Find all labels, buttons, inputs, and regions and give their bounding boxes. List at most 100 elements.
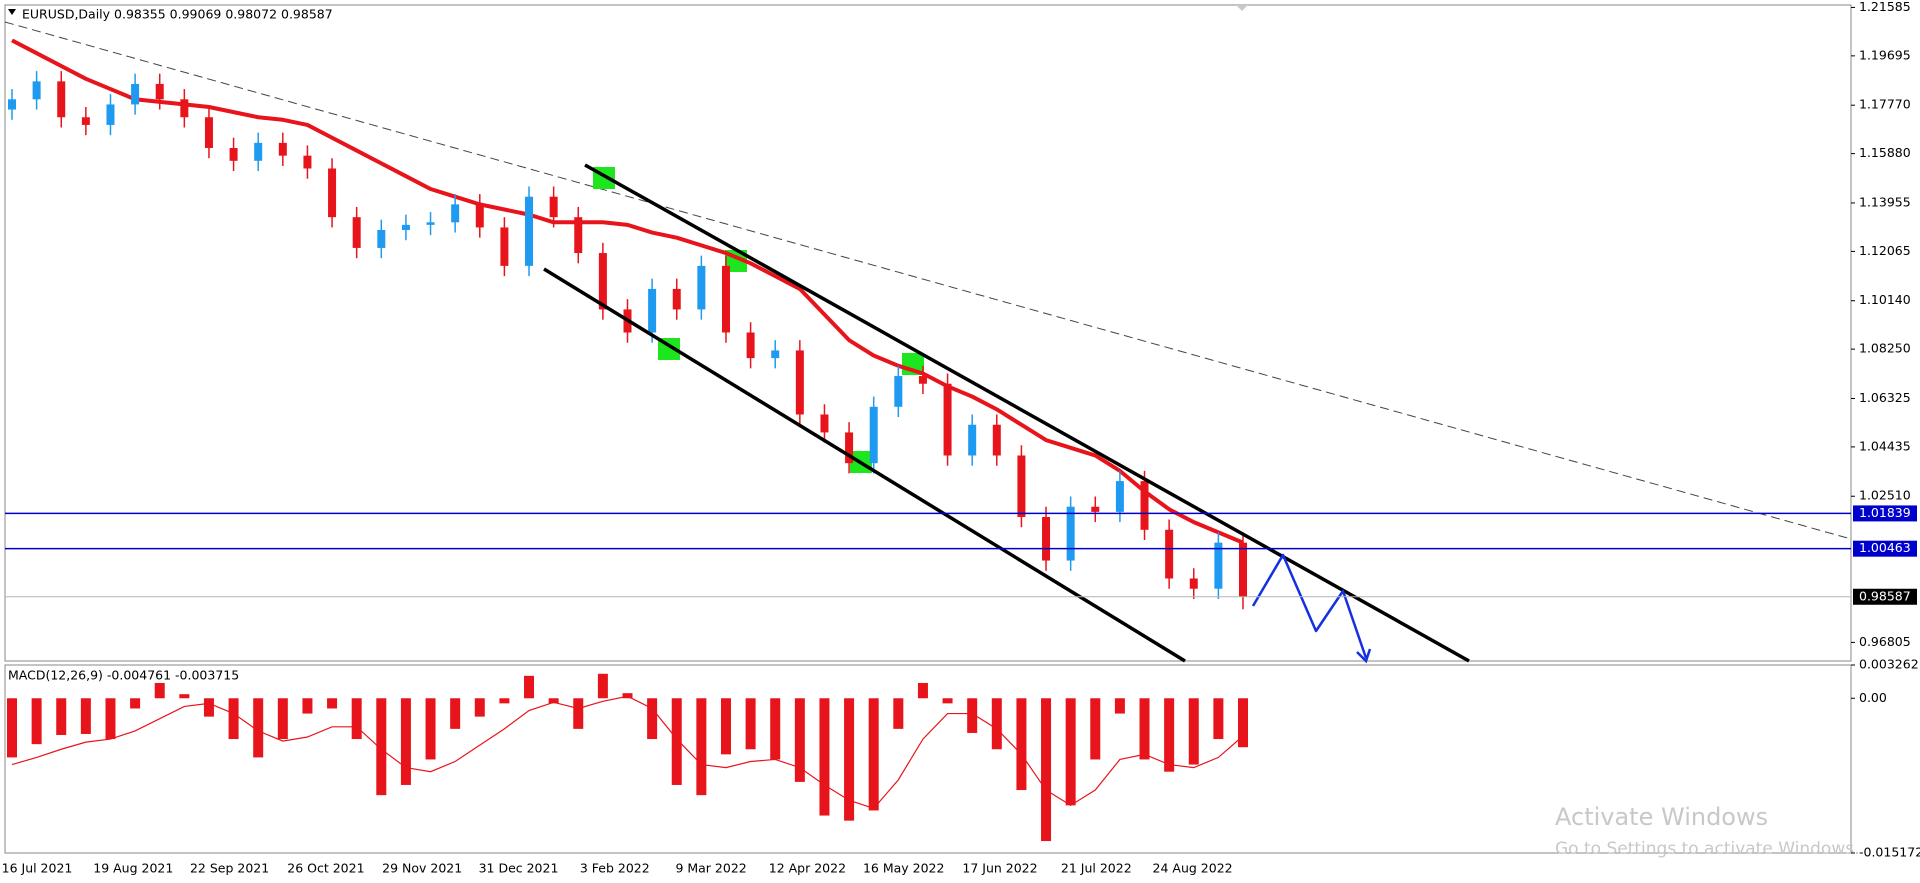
level-label: 1.00463: [1859, 540, 1911, 555]
candle-body: [968, 424, 977, 456]
candle-body: [1017, 455, 1026, 517]
macd-bar: [696, 698, 707, 796]
candle-body: [721, 265, 730, 333]
candle-body: [352, 217, 361, 248]
macd-bar: [794, 698, 805, 782]
y-tick-label: 0.00: [1859, 690, 1887, 705]
x-tick-label: 26 Oct 2021: [287, 861, 364, 876]
macd-bar: [425, 698, 436, 760]
candle-body: [426, 222, 435, 225]
candle-body: [1140, 481, 1149, 530]
y-tick-label: 1.08250: [1859, 341, 1911, 356]
macd-bar: [327, 698, 338, 709]
level-label-box: [1853, 505, 1917, 522]
x-tick-label: 22 Sep 2021: [190, 861, 269, 876]
y-tick-label: 1.13955: [1859, 194, 1911, 209]
macd-bar: [745, 698, 756, 750]
candle-body: [155, 83, 164, 100]
candle-body: [32, 81, 41, 100]
watermark-title: Activate Windows: [1555, 803, 1768, 831]
moving-average: [11, 38, 1244, 545]
macd-bar: [1114, 698, 1125, 714]
price-layer: [8, 38, 1247, 610]
macd-bar: [1139, 698, 1150, 760]
current-price-box: [1853, 588, 1917, 605]
macd-bar: [203, 698, 214, 717]
x-tick-label: 16 Jul 2021: [2, 861, 73, 876]
macd-bar: [1090, 698, 1101, 760]
macd-bar: [1164, 698, 1175, 772]
x-tick-label: 3 Feb 2022: [580, 861, 650, 876]
candle-body: [771, 350, 780, 359]
macd-bar: [597, 673, 608, 699]
x-tick-label: 16 May 2022: [863, 861, 945, 876]
x-tick-label: 29 Nov 2021: [382, 861, 462, 876]
candle-body: [1165, 529, 1174, 579]
macd-bar: [302, 698, 313, 714]
macd-bar: [474, 698, 485, 717]
channel-drawings: [543, 163, 1470, 664]
macd-bar: [400, 698, 411, 785]
candle-body: [672, 288, 681, 310]
macd-bar: [671, 698, 682, 785]
macd-bar: [524, 675, 535, 699]
candle-body: [918, 376, 927, 384]
macd-bar: [1016, 698, 1027, 791]
x-tick-label: 31 Dec 2021: [479, 861, 559, 876]
y-tick-label: 1.21585: [1859, 0, 1911, 14]
candle-body: [648, 288, 657, 333]
signal-line: [11, 695, 1244, 810]
y-tick-label: 1.06325: [1859, 390, 1911, 405]
macd-bar: [31, 698, 42, 745]
candle-body: [1239, 542, 1247, 597]
x-tick-label: 17 Jun 2022: [962, 861, 1037, 876]
candle-body: [254, 142, 263, 161]
channel-lower: [543, 267, 1186, 663]
y-tick-label: 1.02510: [1859, 488, 1911, 503]
candle-body: [845, 432, 854, 464]
y-tick-label: 1.12065: [1859, 243, 1911, 258]
macd-bar: [573, 698, 584, 729]
macd-bar: [647, 698, 658, 740]
candle-body: [303, 155, 312, 169]
macd-bar: [819, 698, 830, 816]
macd-title: MACD(12,26,9) -0.004761 -0.003715: [8, 668, 239, 683]
frames: [4, 4, 1852, 854]
projection-arrow: [1356, 648, 1372, 664]
candle-body: [746, 332, 755, 359]
chart-title: EURUSD,Daily 0.98355 0.99069 0.98072 0.9…: [22, 7, 333, 22]
candle-body: [1214, 542, 1223, 589]
candle-body: [106, 104, 115, 125]
macd-bar: [277, 698, 288, 740]
candle-body: [57, 81, 66, 118]
candle-body: [820, 414, 829, 433]
y-tick-label: 1.19695: [1859, 47, 1911, 62]
x-tick-label: 24 Aug 2022: [1153, 861, 1233, 876]
macd-bar: [1238, 698, 1248, 748]
macd-bar: [893, 698, 904, 729]
candle-body: [1115, 481, 1124, 512]
candle-body: [500, 227, 509, 266]
macd-bar: [499, 698, 510, 704]
candle-body: [574, 217, 583, 254]
x-tick-label: 12 Apr 2022: [769, 861, 846, 876]
x-tick-label: 9 Mar 2022: [675, 861, 746, 876]
macd-bar: [720, 698, 731, 755]
macd-bar: [228, 698, 239, 740]
macd-bar: [548, 698, 559, 704]
symbol-icon: [8, 9, 16, 15]
macd-bar: [179, 694, 190, 699]
level-label-box: [1853, 540, 1917, 557]
candle-body: [475, 204, 484, 228]
candle-body: [795, 350, 804, 415]
candle-body: [131, 83, 140, 105]
macd-bar: [1213, 698, 1224, 740]
candle-body: [894, 376, 903, 407]
candle-body: [204, 117, 213, 148]
candle-body: [1189, 578, 1198, 589]
candle-body: [377, 229, 386, 248]
macd-bar: [770, 698, 781, 760]
watermark-subtitle: Go to Settings to activate Windows.: [1555, 839, 1860, 859]
channel-upper: [584, 163, 1470, 663]
level-label: 1.01839: [1859, 505, 1911, 520]
